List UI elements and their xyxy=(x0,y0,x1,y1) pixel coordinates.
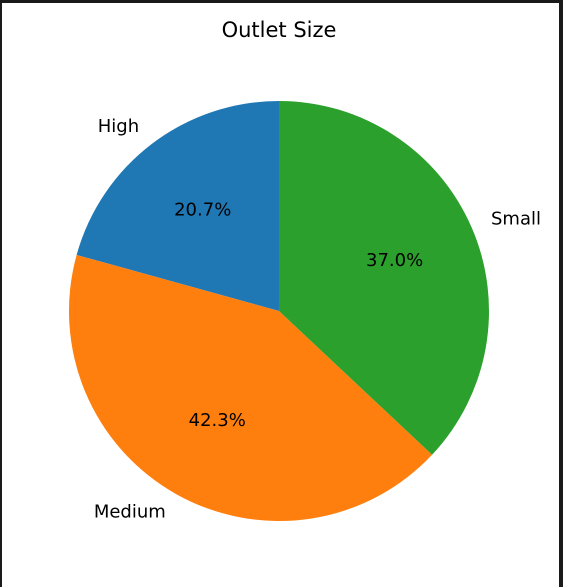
pie-labels: High 20.7% Medium 42.3% Small 37.0% xyxy=(94,116,541,522)
pie-slice-high xyxy=(76,101,279,311)
chart-figure: Outlet Size High 20.7% Medium 42.3% Small 37.… xyxy=(2,3,559,587)
pie-chart: Outlet Size High 20.7% Medium 42.3% Small 37.… xyxy=(68,18,541,522)
slice-label-medium: Medium xyxy=(94,501,166,522)
slice-percent-high: 20.7% xyxy=(174,200,231,221)
pie-slices xyxy=(68,101,489,522)
slice-percent-small: 37.0% xyxy=(366,250,423,271)
chart-title: Outlet Size xyxy=(222,18,337,42)
slice-label-small: Small xyxy=(491,208,541,229)
pie-slice-small xyxy=(279,101,489,455)
slice-label-high: High xyxy=(98,116,139,137)
slice-percent-medium: 42.3% xyxy=(189,410,246,431)
pie-slice-medium xyxy=(68,254,433,522)
